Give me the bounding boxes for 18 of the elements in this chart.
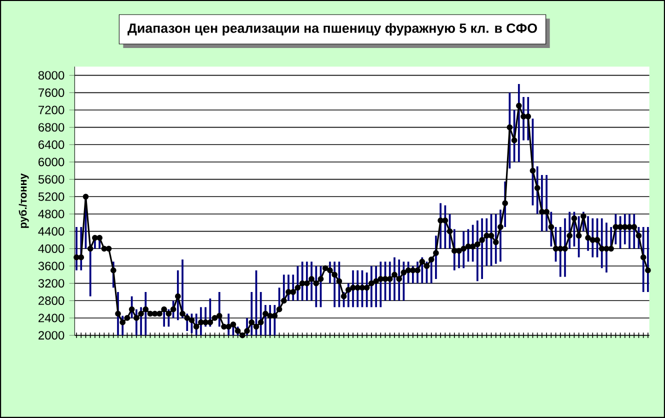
y-tick-label: 5200 — [38, 192, 64, 201]
y-tick-label: 7600 — [38, 88, 64, 97]
y-tick-label: 6800 — [38, 123, 64, 132]
y-axis-title: руб./тонну — [18, 173, 29, 228]
chart-title: Диапазон цен реализации на пшеницу фуражную 5 кл. в СФО — [128, 23, 537, 36]
y-tick-label: 8000 — [38, 71, 64, 80]
y-tick-label: 3200 — [38, 279, 64, 288]
y-tick-label: 2800 — [38, 296, 64, 305]
y-tick-label: 3600 — [38, 262, 64, 270]
y-tick-label: 7200 — [38, 106, 64, 114]
y-tick-label: 2400 — [38, 314, 64, 322]
y-tick-label: 6000 — [38, 158, 64, 166]
y-tick-label: 4000 — [38, 244, 64, 253]
y-tick-label: 5600 — [38, 175, 64, 184]
y-tick-label: 4800 — [38, 210, 64, 218]
y-tick-label: 4400 — [38, 227, 64, 236]
y-tick-label: 6400 — [38, 140, 64, 149]
y-tick-label: 2000 — [38, 331, 64, 340]
